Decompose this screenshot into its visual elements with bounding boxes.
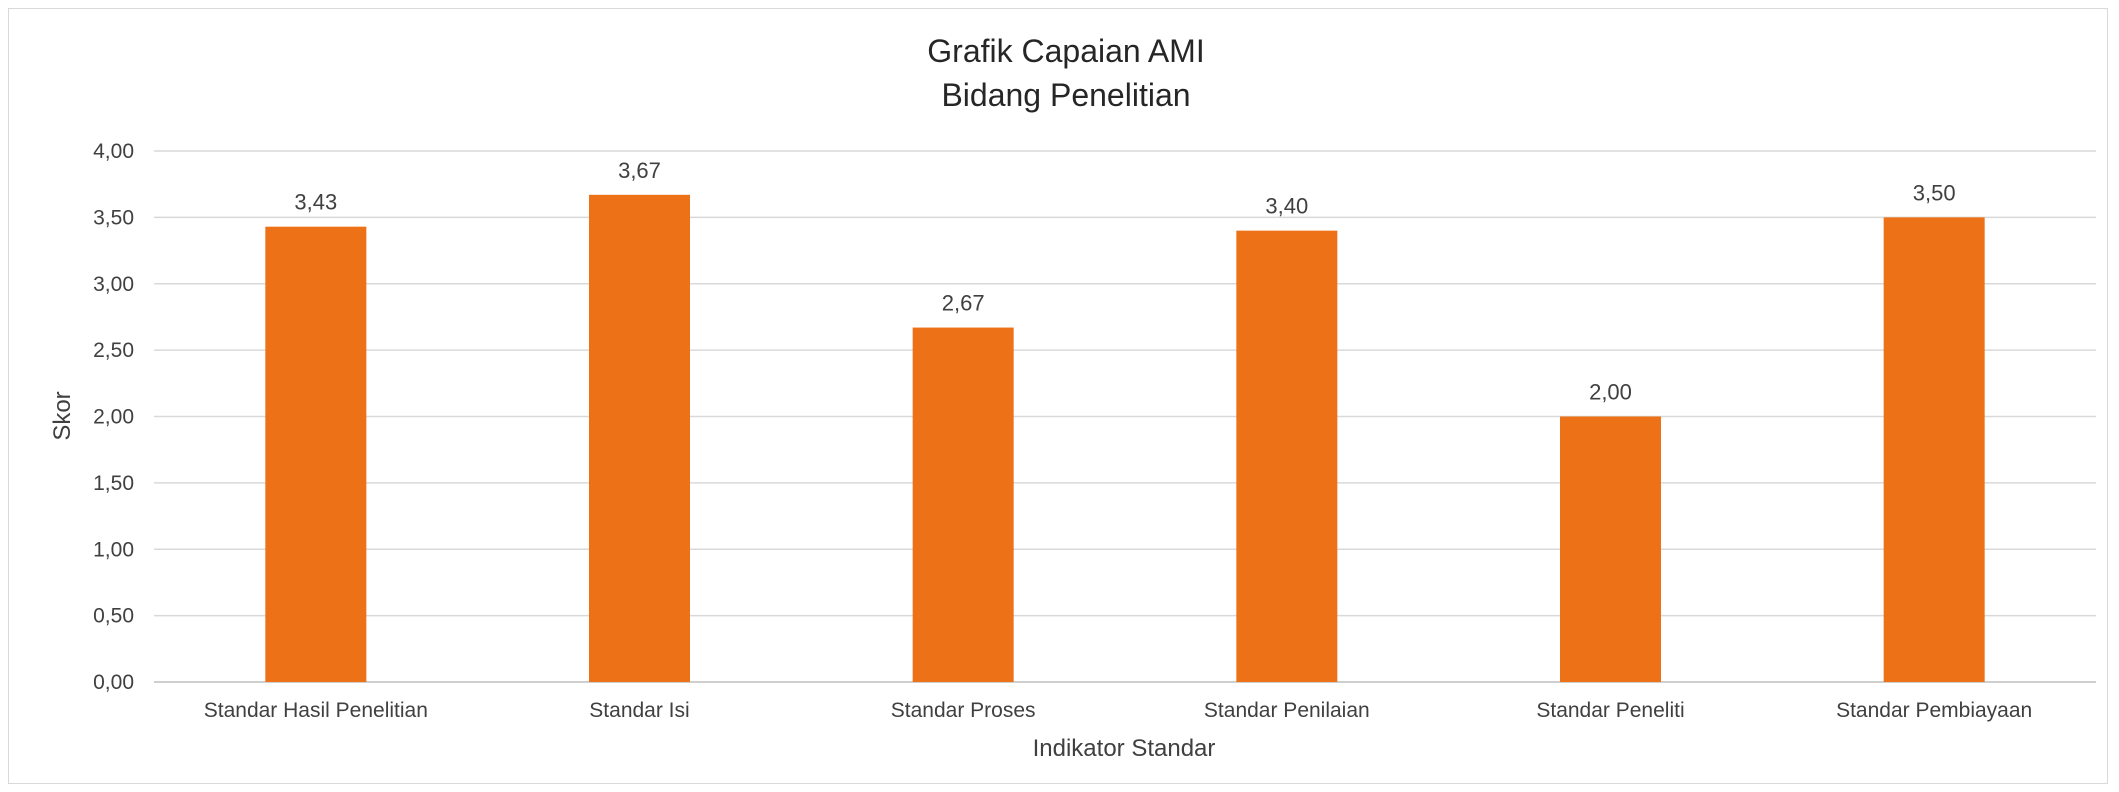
- bar-data-label: 3,50: [1913, 180, 1956, 205]
- y-tick-label: 2,50: [93, 339, 134, 362]
- chart-title-line-2: Bidang Penelitian: [941, 77, 1190, 113]
- bar-data-label: 3,43: [294, 190, 337, 215]
- x-tick-label: Standar Proses: [891, 699, 1036, 722]
- y-tick-label: 3,50: [93, 206, 134, 229]
- bar-data-label: 2,67: [942, 291, 985, 316]
- x-axis-ticks: Standar Hasil Penelitian Standar Isi Stand…: [204, 699, 2032, 722]
- y-tick-label: 0,50: [93, 605, 134, 628]
- bar: [912, 327, 1014, 682]
- bar: [1560, 416, 1661, 682]
- y-tick-label: 2,00: [93, 406, 134, 429]
- bars: [265, 194, 1985, 683]
- bar: [589, 194, 690, 682]
- bar: [1883, 217, 1985, 682]
- x-tick-label: Standar Penilaian: [1204, 699, 1370, 722]
- gridlines: [154, 150, 2096, 683]
- y-tick-label: 1,00: [93, 538, 134, 561]
- x-axis-title: Indikator Standar: [1033, 735, 1216, 762]
- bar-data-label: 3,40: [1265, 194, 1308, 219]
- bar: [265, 226, 367, 683]
- bar-data-label: 3,67: [618, 158, 661, 183]
- y-tick-label: 3,00: [93, 273, 134, 296]
- x-tick-label: Standar Peneliti: [1536, 699, 1684, 722]
- data-labels: 3,43 3,67 2,67 3,40 2,00 3,50: [294, 158, 1955, 405]
- bar-data-label: 2,00: [1589, 380, 1632, 405]
- y-axis-ticks: 0,00 0,50 1,00 1,50 2,00 2,50 3,00 3,50 4,00: [93, 140, 134, 694]
- x-tick-label: Standar Pembiayaan: [1836, 699, 2032, 722]
- x-tick-label: Standar Hasil Penelitian: [204, 699, 428, 722]
- y-tick-label: 0,00: [93, 671, 134, 694]
- y-axis-title: Skor: [49, 391, 76, 440]
- chart-title-line-1: Grafik Capaian AMI: [927, 33, 1204, 69]
- x-tick-label: Standar Isi: [589, 699, 689, 722]
- y-tick-label: 1,50: [93, 472, 134, 495]
- bar: [1236, 230, 1338, 682]
- y-tick-label: 4,00: [93, 140, 134, 163]
